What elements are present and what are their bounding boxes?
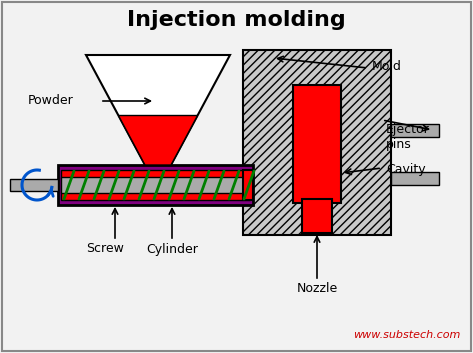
Bar bbox=[302, 199, 332, 233]
Bar bbox=[293, 85, 341, 203]
Text: Cavity: Cavity bbox=[386, 163, 426, 176]
Polygon shape bbox=[86, 55, 230, 165]
Text: Mold: Mold bbox=[372, 60, 402, 72]
Bar bbox=[243, 50, 391, 235]
Polygon shape bbox=[118, 115, 198, 165]
Bar bbox=[243, 170, 253, 200]
Bar bbox=[61, 177, 250, 193]
Text: Injection molding: Injection molding bbox=[127, 10, 345, 30]
Text: Cylinder: Cylinder bbox=[146, 243, 198, 256]
Text: Powder: Powder bbox=[28, 95, 74, 108]
Text: www.substech.com: www.substech.com bbox=[353, 330, 460, 340]
Text: Screw: Screw bbox=[86, 243, 124, 256]
Bar bbox=[391, 172, 439, 185]
Bar bbox=[58, 165, 253, 205]
Bar bbox=[10, 179, 58, 191]
Text: Ejector
pins: Ejector pins bbox=[386, 123, 430, 151]
Text: Nozzle: Nozzle bbox=[297, 282, 338, 295]
Bar bbox=[61, 170, 250, 200]
Bar bbox=[391, 124, 439, 137]
